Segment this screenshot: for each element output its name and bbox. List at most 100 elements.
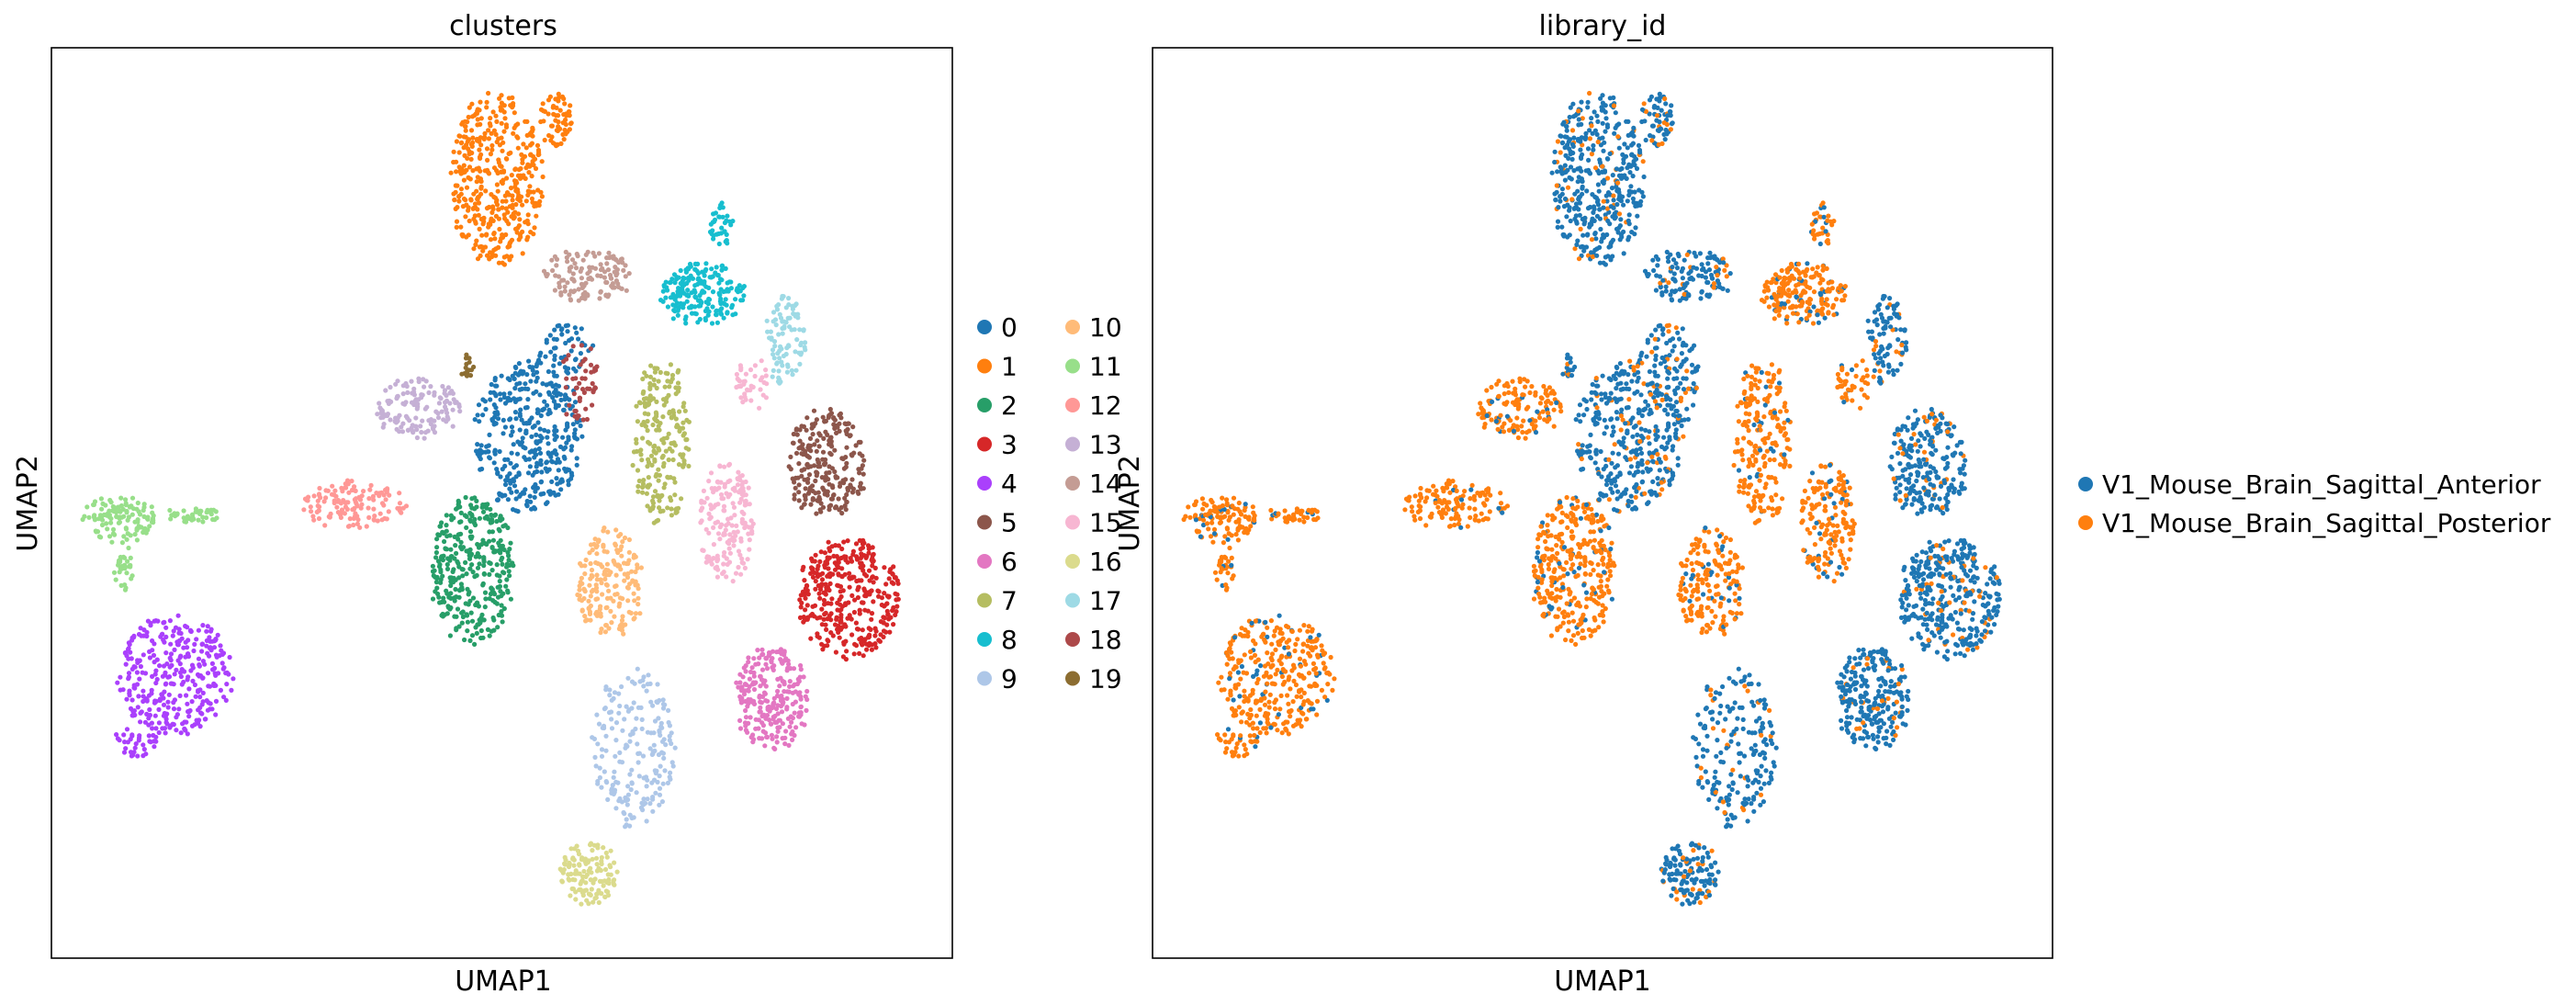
clusters-legend-marker — [1065, 671, 1080, 686]
cluster-3-point — [862, 593, 868, 599]
clusters-legend-label: 6 — [1001, 547, 1018, 577]
cluster-0-point — [558, 487, 564, 492]
cluster-14-point — [552, 254, 558, 259]
cluster-13-point — [388, 417, 393, 423]
cluster-18-point — [579, 387, 586, 392]
cluster-9-point — [638, 705, 644, 711]
library-point-anterior — [1665, 440, 1670, 446]
cluster-0-point — [534, 452, 539, 457]
cluster-12-point — [384, 516, 389, 522]
cluster-16-point — [602, 866, 609, 873]
cluster-0-point — [573, 356, 579, 362]
cluster-16-point — [573, 868, 579, 874]
cluster-3-point — [810, 574, 816, 581]
cluster-15-point — [726, 521, 731, 526]
cluster-0-point — [472, 417, 478, 423]
library-point-posterior — [1655, 451, 1660, 457]
cluster-4-point — [181, 645, 186, 650]
cluster-2-point — [487, 571, 492, 578]
cluster-16-point — [603, 850, 609, 856]
cluster-14-point — [605, 294, 611, 299]
cluster-1-point — [557, 126, 562, 131]
cluster-9-point — [644, 819, 649, 824]
cluster-3-point — [850, 548, 857, 554]
cluster-2-point — [474, 630, 479, 637]
cluster-1-point — [501, 140, 506, 145]
cluster-1-point — [539, 159, 545, 164]
cluster-2-point — [475, 550, 480, 557]
cluster-3-point — [824, 584, 829, 591]
cluster-0-point — [530, 365, 535, 370]
cluster-1-point — [458, 191, 464, 197]
cluster-4-point — [156, 706, 162, 713]
library-point-anterior — [1602, 431, 1607, 436]
clusters-legend-label: 10 — [1089, 312, 1122, 343]
cluster-1-point — [453, 189, 458, 195]
cluster-9-point — [631, 815, 636, 820]
library-point-posterior — [1627, 457, 1633, 462]
cluster-0-point — [526, 457, 533, 462]
cluster-6-point — [787, 679, 793, 684]
cluster-3-point — [828, 630, 834, 636]
cluster-4-point — [126, 676, 131, 682]
cluster-9-point — [639, 726, 645, 732]
cluster-1-point — [478, 216, 484, 222]
cluster-2-point — [475, 622, 480, 627]
cluster-6-point — [743, 723, 748, 728]
cluster-13-point — [445, 385, 451, 390]
cluster-4-point — [146, 693, 152, 698]
cluster-0-point — [574, 456, 579, 461]
cluster-1-point — [484, 146, 490, 152]
clusters-legend-label: 12 — [1089, 390, 1122, 421]
cluster-9-point — [634, 790, 639, 796]
cluster-0-point — [498, 397, 503, 402]
cluster-18-point — [588, 362, 594, 367]
cluster-15-point — [744, 524, 749, 529]
cluster-2-point — [472, 506, 478, 512]
cluster-16-point — [601, 883, 606, 888]
cluster-1-point — [473, 219, 478, 224]
clusters-legend-marker — [1065, 398, 1080, 412]
cluster-14-point — [568, 297, 573, 302]
cluster-2-point — [497, 579, 502, 584]
cluster-1-point — [527, 184, 533, 189]
cluster-4-point — [202, 717, 208, 722]
cluster-8-point — [709, 266, 714, 272]
clusters-legend-marker — [977, 671, 992, 686]
cluster-6-point — [758, 709, 763, 715]
cluster-0-point — [549, 458, 555, 464]
cluster-10-point — [577, 583, 582, 589]
cluster-0-point — [475, 442, 480, 447]
cluster-17-point — [770, 374, 775, 379]
cluster-9-point — [611, 774, 616, 780]
cluster-4-point — [133, 741, 139, 747]
library-point-anterior — [1647, 429, 1652, 435]
cluster-9-point — [662, 768, 668, 774]
library-point-anterior — [1639, 350, 1645, 356]
cluster-18-point — [590, 380, 595, 387]
cluster-11-point — [128, 555, 133, 561]
cluster-18-point — [573, 385, 579, 390]
cluster-3-point — [819, 606, 825, 612]
library-point-posterior — [1576, 442, 1581, 447]
cluster-5-point — [827, 481, 832, 487]
cluster-1-point — [467, 149, 472, 154]
cluster-0-point — [539, 435, 545, 441]
cluster-1-point — [568, 103, 573, 108]
cluster-6-point — [759, 736, 765, 741]
cluster-14-point — [579, 276, 585, 281]
cluster-7-point — [686, 463, 692, 469]
cluster-16-point — [605, 872, 611, 877]
cluster-1-point — [498, 107, 504, 113]
cluster-3-point — [823, 610, 828, 615]
cluster-0-point — [538, 350, 544, 356]
library-point-anterior — [1654, 492, 1659, 498]
cluster-0-point — [548, 454, 554, 459]
cluster-3-point — [859, 551, 864, 557]
cluster-1-point — [515, 121, 521, 127]
cluster-8-point — [685, 265, 691, 271]
cluster-17-point — [798, 342, 804, 348]
cluster-9-point — [652, 768, 658, 774]
cluster-14-point — [590, 265, 595, 270]
cluster-1-point — [488, 237, 494, 243]
